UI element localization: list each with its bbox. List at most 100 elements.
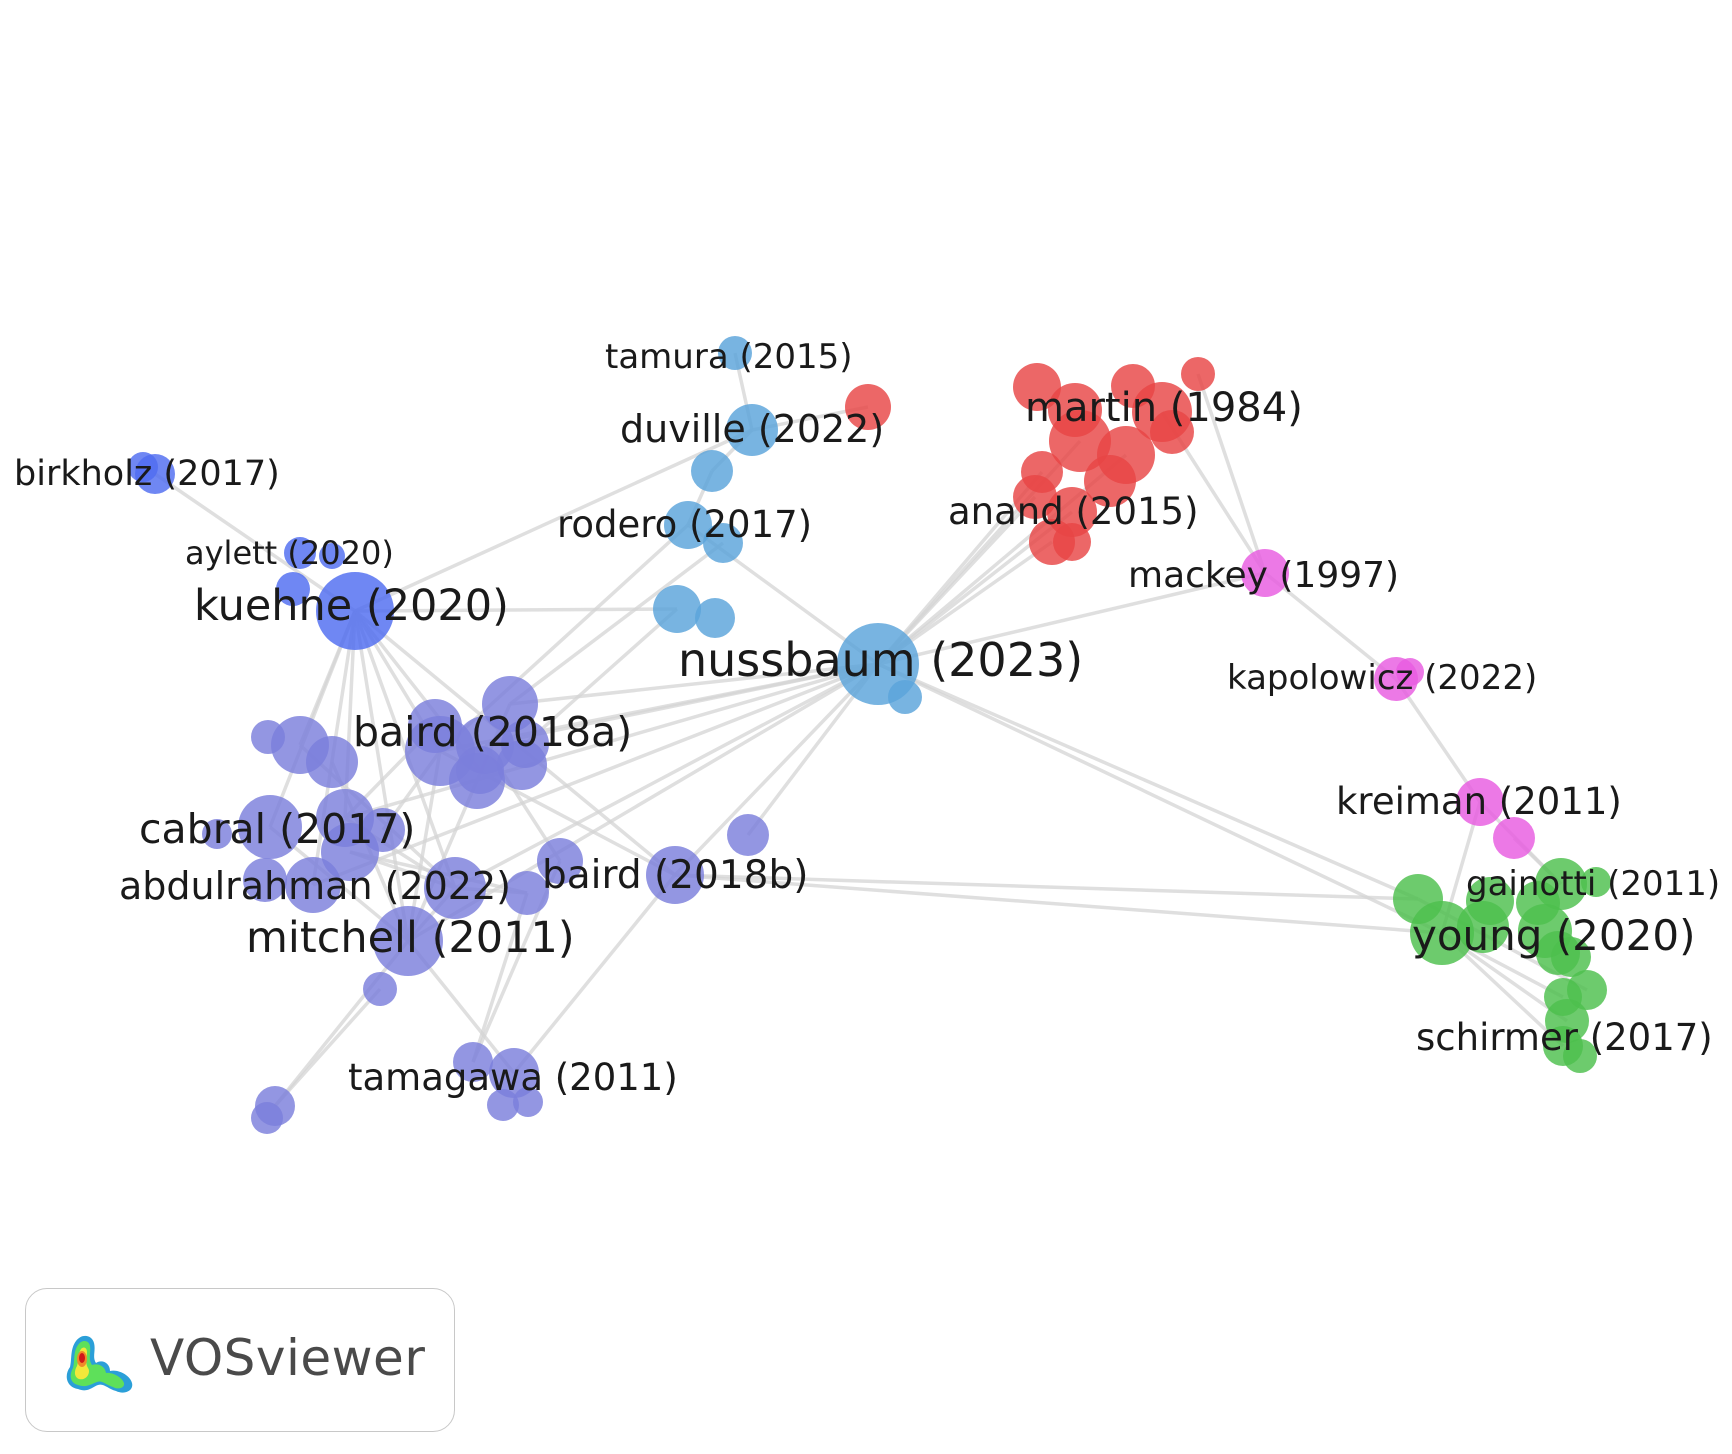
- node-lb6[interactable]: [653, 585, 701, 633]
- node-mitchell[interactable]: [373, 906, 443, 976]
- link-kuehne-lb6: [354, 607, 678, 613]
- node-lb9[interactable]: [888, 680, 922, 714]
- link-lb6-pu7: [523, 607, 679, 746]
- node-bl5[interactable]: [276, 572, 310, 606]
- node-pu7[interactable]: [501, 720, 549, 768]
- node-pu10[interactable]: [251, 720, 285, 754]
- node-cabral[interactable]: [238, 795, 302, 859]
- node-pu16[interactable]: [361, 808, 405, 852]
- label-layer: tamura (2015) duville (2022) birkholz (2…: [14, 337, 1720, 1099]
- link-nussbaum-mackey: [877, 571, 1266, 666]
- link-mackey-kapolowicz: [1263, 571, 1398, 681]
- link-nussbaum-mitchell: [407, 662, 879, 943]
- node-pu19[interactable]: [424, 857, 486, 919]
- label-schirmer-2017[interactable]: schirmer (2017): [1416, 1016, 1713, 1059]
- node-gn4[interactable]: [1581, 867, 1611, 897]
- node-mr1[interactable]: [845, 384, 891, 430]
- node-baird18b[interactable]: [646, 846, 704, 904]
- link-nussbaum-pu3: [484, 662, 879, 747]
- node-abdulrahman[interactable]: [285, 857, 341, 913]
- link-nussbaum-abdulrahman: [312, 662, 879, 887]
- node-pu17[interactable]: [243, 858, 287, 902]
- node-gn12[interactable]: [1567, 970, 1607, 1010]
- node-mr2[interactable]: [1013, 363, 1061, 411]
- node-rodero[interactable]: [664, 501, 712, 549]
- label-baird-2018a[interactable]: baird (2018a): [353, 708, 632, 756]
- link-nussbaum-baird18b: [673, 662, 880, 877]
- node-pu14[interactable]: [202, 819, 232, 849]
- node-kreiman[interactable]: [1456, 778, 1504, 826]
- link-pu25-pu26: [273, 987, 382, 1108]
- node-bl4[interactable]: [319, 543, 345, 569]
- node-kuehne[interactable]: [316, 572, 394, 650]
- node-mg4[interactable]: [1493, 817, 1535, 859]
- node-pu21[interactable]: [537, 838, 583, 884]
- node-gn10[interactable]: [1536, 931, 1580, 975]
- vosviewer-logo-icon: [66, 1335, 133, 1393]
- node-pu20[interactable]: [505, 871, 549, 915]
- label-tamura-2015[interactable]: tamura (2015): [605, 337, 853, 377]
- link-birkholz-kuehne: [154, 472, 356, 613]
- label-martin-1984[interactable]: martin (1984): [1025, 385, 1303, 431]
- node-pu22[interactable]: [727, 814, 769, 856]
- link-baird18b-gn1: [674, 873, 1419, 901]
- node-tamagawa[interactable]: [453, 1042, 493, 1082]
- node-pu8[interactable]: [449, 753, 505, 809]
- node-pu27[interactable]: [251, 1102, 283, 1134]
- node-pu11[interactable]: [306, 736, 358, 788]
- link-nussbaum-pu19: [454, 662, 879, 890]
- vosviewer-logo-text: VOSviewer: [150, 1329, 426, 1387]
- link-kuehne-pu19: [353, 610, 457, 889]
- node-pu31[interactable]: [513, 1087, 543, 1117]
- node-lb3[interactable]: [691, 450, 733, 492]
- node-layer: [128, 336, 1611, 1134]
- node-tamura[interactable]: [718, 336, 752, 370]
- node-aylett[interactable]: [284, 537, 316, 569]
- label-anand-2015[interactable]: anand (2015): [948, 490, 1199, 533]
- link-nussbaum-young: [877, 662, 1443, 935]
- link-mitchell-pu26: [273, 939, 410, 1108]
- label-nussbaum-2023[interactable]: nussbaum (2023): [678, 633, 1083, 687]
- link-duville-kuehne: [354, 428, 753, 613]
- node-duville[interactable]: [726, 404, 778, 456]
- label-duville-2022[interactable]: duville (2022): [620, 407, 884, 451]
- label-kreiman-2011[interactable]: kreiman (2011): [1336, 780, 1622, 823]
- link-kuehne-mitchell: [353, 610, 410, 942]
- label-kapolowicz-2022[interactable]: kapolowicz (2022): [1227, 658, 1537, 698]
- link-baird18b-pu29: [512, 873, 677, 1075]
- node-lb5[interactable]: [703, 523, 743, 563]
- node-mr12[interactable]: [1013, 475, 1057, 519]
- node-mr7[interactable]: [1181, 357, 1215, 391]
- link-nussbaum-mr9: [876, 453, 1128, 666]
- node-pu29[interactable]: [489, 1048, 539, 1098]
- vosviewer-logo-box: VOSviewer: [25, 1288, 455, 1432]
- label-aylett-2020[interactable]: aylett (2020): [185, 534, 394, 572]
- label-mitchell-2011[interactable]: mitchell (2011): [246, 913, 575, 963]
- node-martin[interactable]: [1049, 410, 1111, 472]
- node-pu1[interactable]: [482, 676, 538, 732]
- node-gn7[interactable]: [1457, 901, 1509, 953]
- node-bl2[interactable]: [128, 452, 158, 482]
- label-cabral-2017[interactable]: cabral (2017): [139, 805, 415, 853]
- label-abdulrahman-2022[interactable]: abdulrahman (2022): [119, 864, 511, 908]
- node-mg2[interactable]: [1396, 658, 1424, 686]
- node-gn15[interactable]: [1563, 1039, 1597, 1073]
- label-rodero-2017[interactable]: rodero (2017): [557, 503, 812, 546]
- node-mr15[interactable]: [1053, 523, 1091, 561]
- label-kuehne-2020[interactable]: kuehne (2020): [194, 581, 509, 631]
- node-mr6[interactable]: [1150, 410, 1194, 454]
- label-gainotti-2011[interactable]: gainotti (2011): [1466, 864, 1720, 904]
- node-mr10[interactable]: [1084, 455, 1136, 507]
- node-mackey[interactable]: [1241, 549, 1289, 597]
- label-baird-2018b[interactable]: baird (2018b): [542, 853, 808, 898]
- label-birkholz-2017[interactable]: birkholz (2017): [14, 454, 280, 494]
- label-mackey-1997[interactable]: mackey (1997): [1128, 555, 1399, 596]
- node-pu25[interactable]: [363, 972, 397, 1006]
- node-pu30[interactable]: [487, 1089, 519, 1121]
- label-tamagawa-2011[interactable]: tamagawa (2011): [348, 1056, 678, 1099]
- node-lb7[interactable]: [695, 598, 735, 638]
- label-young-2020[interactable]: young (2020): [1412, 911, 1695, 960]
- node-young[interactable]: [1410, 901, 1474, 965]
